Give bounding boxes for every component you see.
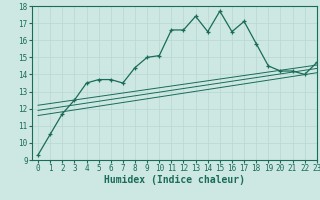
X-axis label: Humidex (Indice chaleur): Humidex (Indice chaleur) — [104, 175, 245, 185]
